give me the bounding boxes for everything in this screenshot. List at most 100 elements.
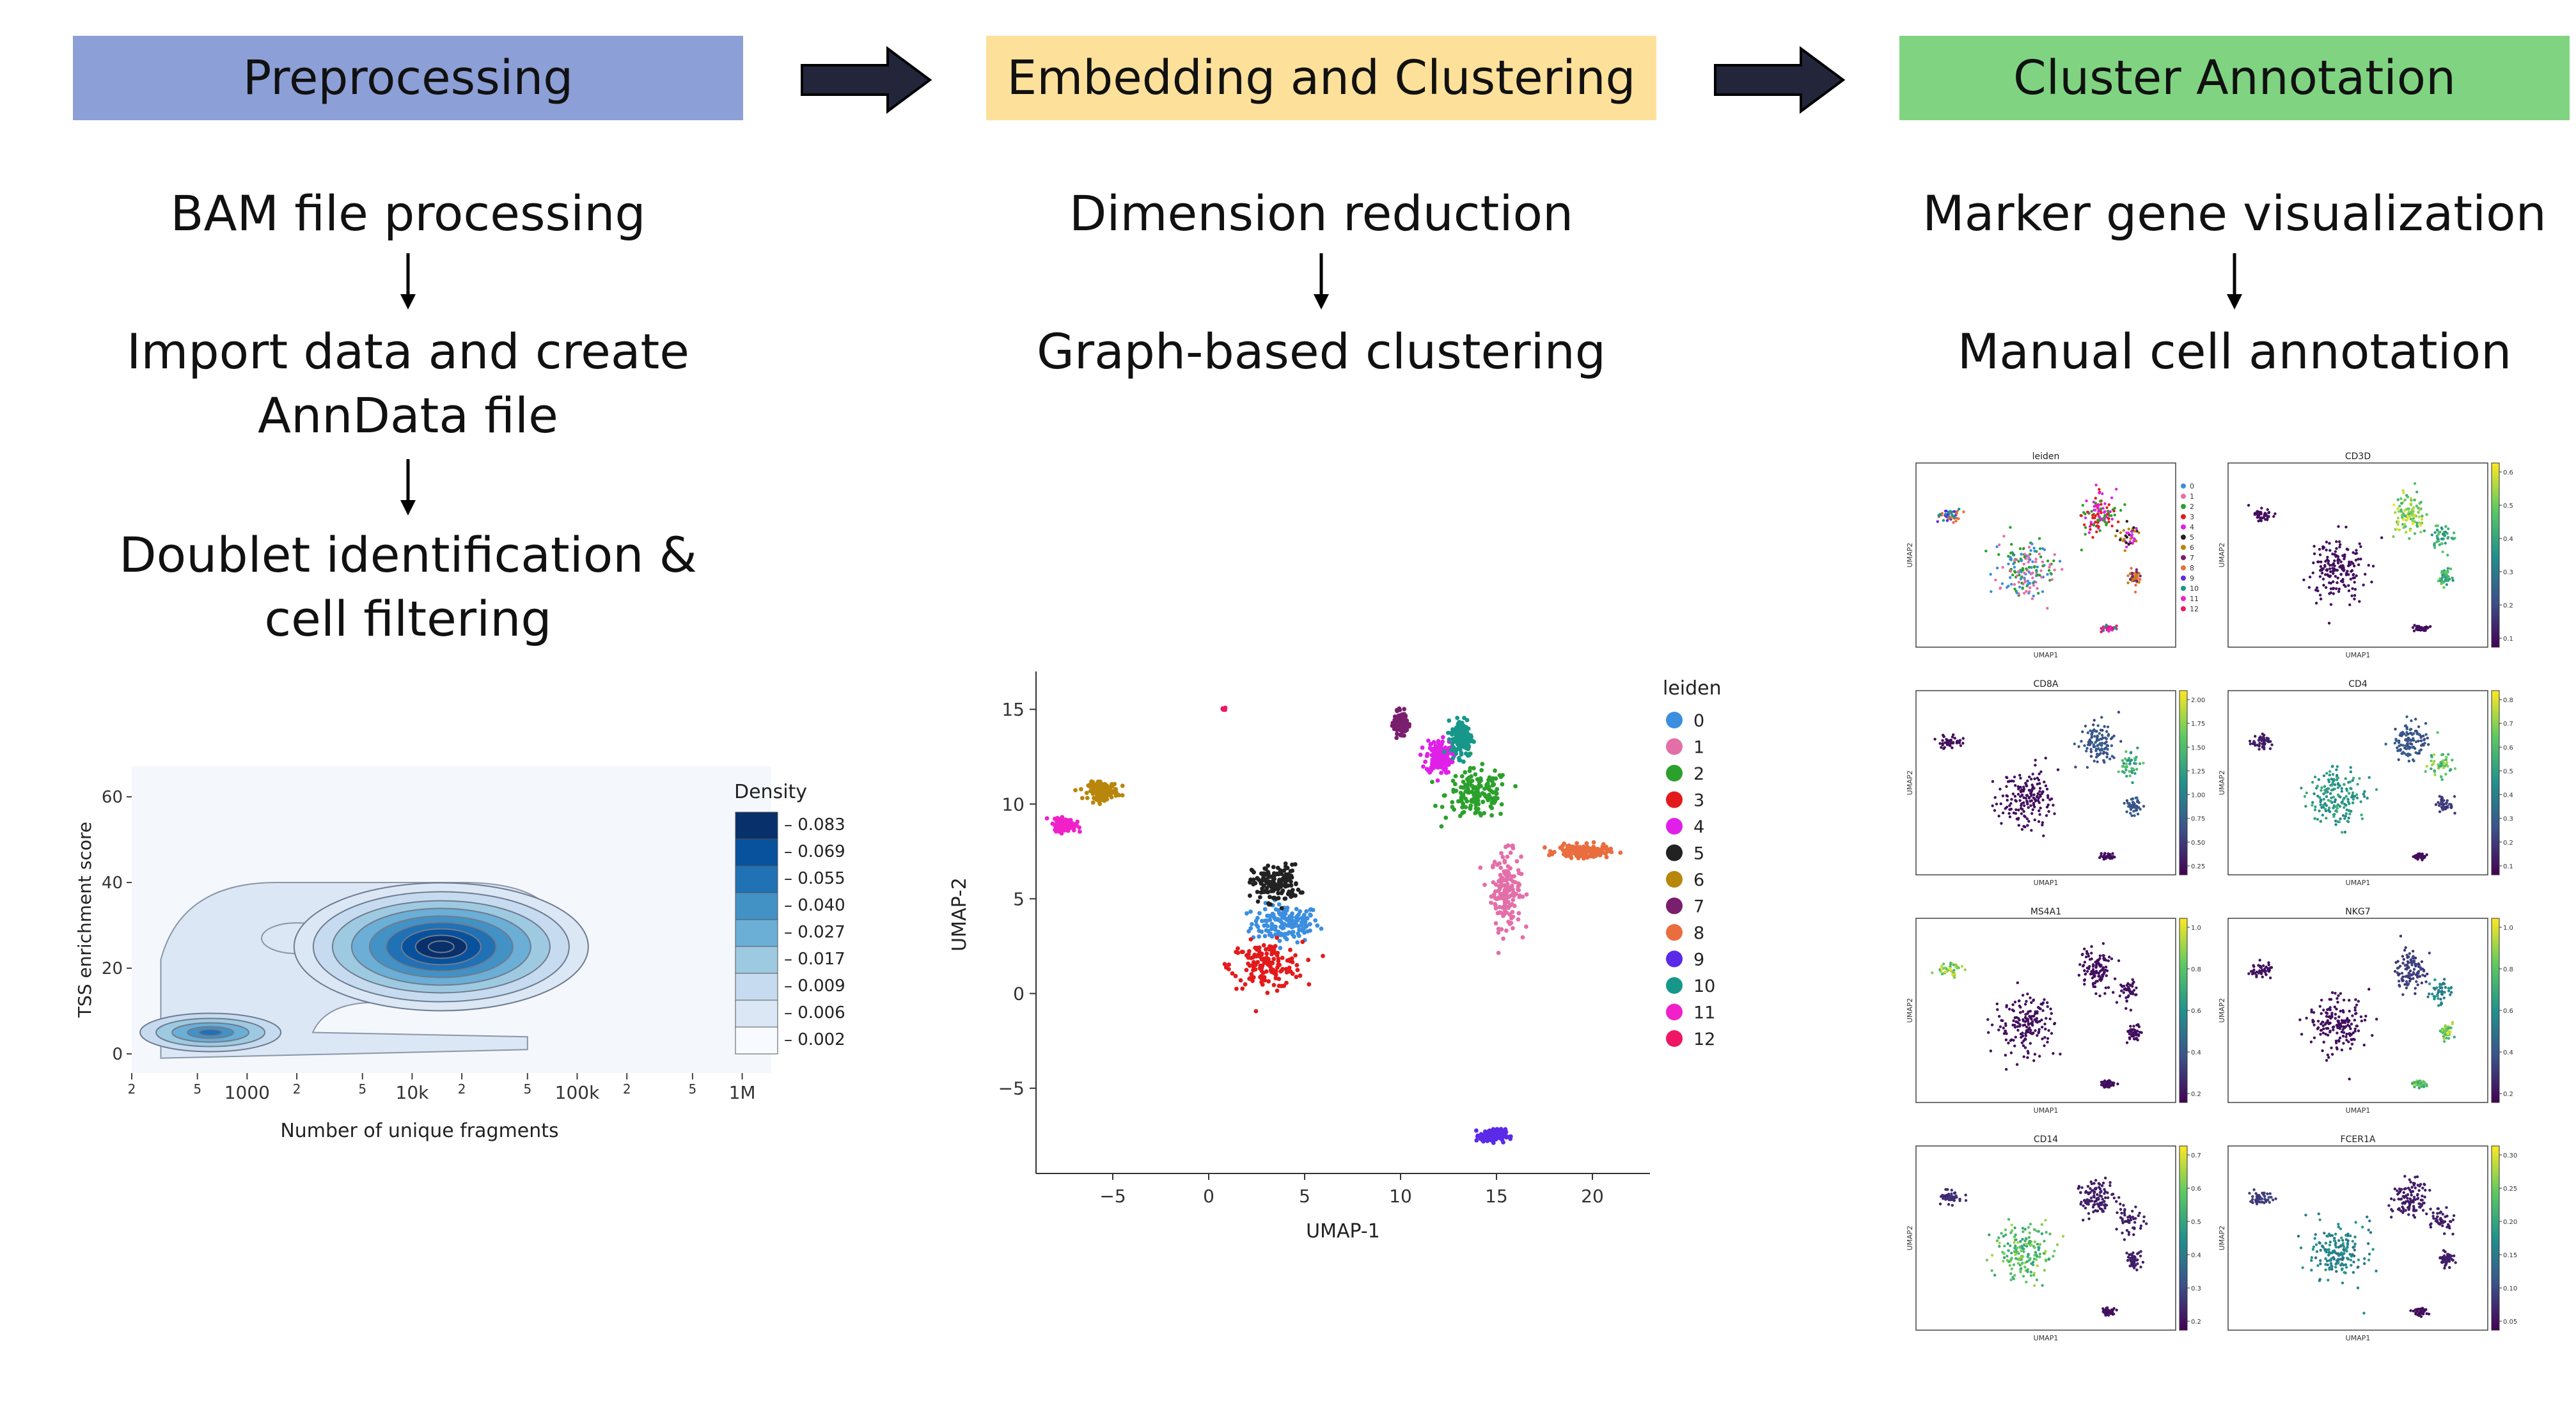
cluster-4-points — [1418, 735, 1457, 783]
colorbar-label: 0.30 — [2503, 1152, 2517, 1159]
panel-title: CD8A — [2033, 679, 2058, 689]
colorbar-label: 0.7 — [2191, 1152, 2201, 1159]
y-tick-label: 5 — [1013, 888, 1025, 909]
legend-label: 11 — [2190, 595, 2199, 603]
feature-panel-cd4: CD4 UMAP1 UMAP2 0.8 0.7 0.6 0.5 0.4 0.3 0.2 0.1 — [2218, 679, 2513, 887]
panel-frame — [2227, 690, 2488, 875]
legend-label: 8 — [1693, 923, 1704, 943]
cluster-0-points — [1245, 897, 1324, 950]
down-arrow — [400, 253, 416, 310]
panel-x-label: UMAP1 — [2034, 1106, 2059, 1115]
x-tick-label: 1M — [729, 1082, 756, 1103]
legend-marker — [1666, 977, 1683, 994]
legend-marker — [1666, 844, 1683, 861]
colorbar — [2179, 918, 2188, 1103]
colorbar-label: 0.6 — [2503, 1008, 2513, 1015]
legend-marker — [2181, 586, 2186, 591]
panel-x-label: UMAP1 — [2346, 1106, 2371, 1115]
legend-marker — [2181, 535, 2186, 540]
panel-points — [1931, 942, 2143, 1089]
y-tick-label: 0 — [112, 1045, 123, 1064]
step-doublet-filtering: Doublet identification & cell filtering — [119, 526, 697, 647]
legend-marker — [1666, 765, 1683, 781]
colorbar — [2491, 918, 2500, 1103]
colorbar-label: 0.2 — [2191, 1091, 2201, 1098]
panel-frame — [2227, 1145, 2488, 1331]
legend-label: 12 — [2190, 605, 2199, 613]
panel-title: CD14 — [2034, 1134, 2058, 1145]
x-tick-label: 2 — [293, 1081, 301, 1097]
colorbar-label: 0.8 — [2191, 966, 2201, 973]
colorbar-label: 0.5 — [2503, 503, 2513, 510]
y-axis-label: UMAP-2 — [948, 877, 971, 952]
colorbar-label: 1.00 — [2191, 792, 2205, 799]
legend-marker — [1666, 1003, 1683, 1021]
legend-label: 2 — [1693, 764, 1704, 784]
panel-y-label: UMAP2 — [1906, 1226, 1914, 1251]
legend-marker — [1666, 924, 1683, 941]
colorbar — [2491, 690, 2500, 875]
cluster-6-points — [1073, 779, 1125, 806]
colorbar-label: 0.6 — [2191, 1008, 2201, 1015]
colorbar-label: 0.3 — [2503, 816, 2513, 823]
colorbar-label: 0.7 — [2503, 721, 2513, 728]
feature-panel-fcer1a: FCER1A UMAP1 UMAP2 0.30 0.25 0.20 0.15 0.10 0.05 — [2218, 1134, 2517, 1342]
step-graph-clustering: Graph-based clustering — [1036, 323, 1606, 380]
colorbar-label: 0.4 — [2191, 1049, 2201, 1056]
colorbar-label: 0.75 — [2191, 816, 2205, 823]
cluster-5-points — [1247, 861, 1305, 911]
legend-marker — [2181, 494, 2186, 499]
legend-label: – 0.040 — [784, 896, 845, 915]
colorbar-label: 0.2 — [2503, 1091, 2513, 1098]
panel-points — [1938, 1176, 2148, 1317]
legend-label: – 0.009 — [784, 977, 845, 996]
panel-points — [2248, 1175, 2457, 1318]
legend-swatch — [735, 892, 778, 920]
legend-label: 7 — [1693, 897, 1704, 917]
legend-label: 11 — [1693, 1003, 1715, 1023]
colorbar — [2491, 1145, 2500, 1331]
x-tick-label: 0 — [1203, 1186, 1214, 1207]
legend-swatch — [735, 812, 778, 840]
legend-label: 10 — [1693, 977, 1715, 996]
legend-label: 9 — [2190, 574, 2194, 583]
panel-frame — [2227, 462, 2488, 648]
legend-swatch — [735, 1000, 778, 1028]
legend-swatch — [735, 973, 778, 1001]
legend-label: 0 — [2190, 482, 2194, 490]
x-tick-label: 10 — [1389, 1186, 1412, 1207]
x-tick-label: 2 — [458, 1081, 466, 1097]
legend-label: 4 — [1693, 817, 1704, 837]
panel-frame — [1915, 918, 2176, 1103]
panel-x-label: UMAP1 — [2034, 1334, 2059, 1342]
stage-header-preprocessing: Preprocessing — [73, 36, 743, 120]
colorbar-label: 0.8 — [2503, 697, 2513, 704]
x-tick-label: 5 — [523, 1081, 531, 1097]
x-tick-label: 1000 — [224, 1082, 270, 1103]
density-contour-plot: 0 20 40 60 2 5 1000 2 5 10k 2 5 100k 2 5 1M TSS enrich… — [74, 766, 771, 1142]
stage-header-annotation: Cluster Annotation — [1899, 36, 2570, 120]
colorbar-label: 1.25 — [2191, 768, 2205, 775]
legend-label: – 0.002 — [784, 1030, 845, 1049]
legend-marker — [2181, 545, 2186, 550]
stage-title: Embedding and Clustering — [1007, 51, 1636, 106]
panel-frame — [1915, 690, 2176, 875]
colorbar-label: 0.6 — [2503, 744, 2513, 751]
x-tick-label: 15 — [1485, 1186, 1508, 1207]
y-tick-label: 20 — [102, 959, 123, 978]
x-tick-label: 2 — [128, 1081, 136, 1097]
panel-title: FCER1A — [2341, 1134, 2376, 1145]
panel-frame — [1915, 462, 2176, 648]
y-tick-label: 40 — [102, 874, 123, 893]
legend-label: 1 — [2190, 492, 2194, 501]
colorbar-label: 0.15 — [2503, 1252, 2517, 1259]
legend-label: 12 — [1693, 1030, 1715, 1049]
x-axis-label: Number of unique fragments — [280, 1120, 558, 1142]
panel-x-label: UMAP1 — [2346, 879, 2371, 887]
x-tick-label: 5 — [193, 1081, 201, 1097]
colorbar-label: 1.0 — [2503, 925, 2513, 932]
panel-frame — [1915, 1145, 2176, 1331]
legend-label: – 0.006 — [784, 1003, 845, 1023]
x-tick-label: 5 — [1299, 1186, 1310, 1207]
step-import-anndata: Import data and create AnnData file — [126, 323, 690, 444]
